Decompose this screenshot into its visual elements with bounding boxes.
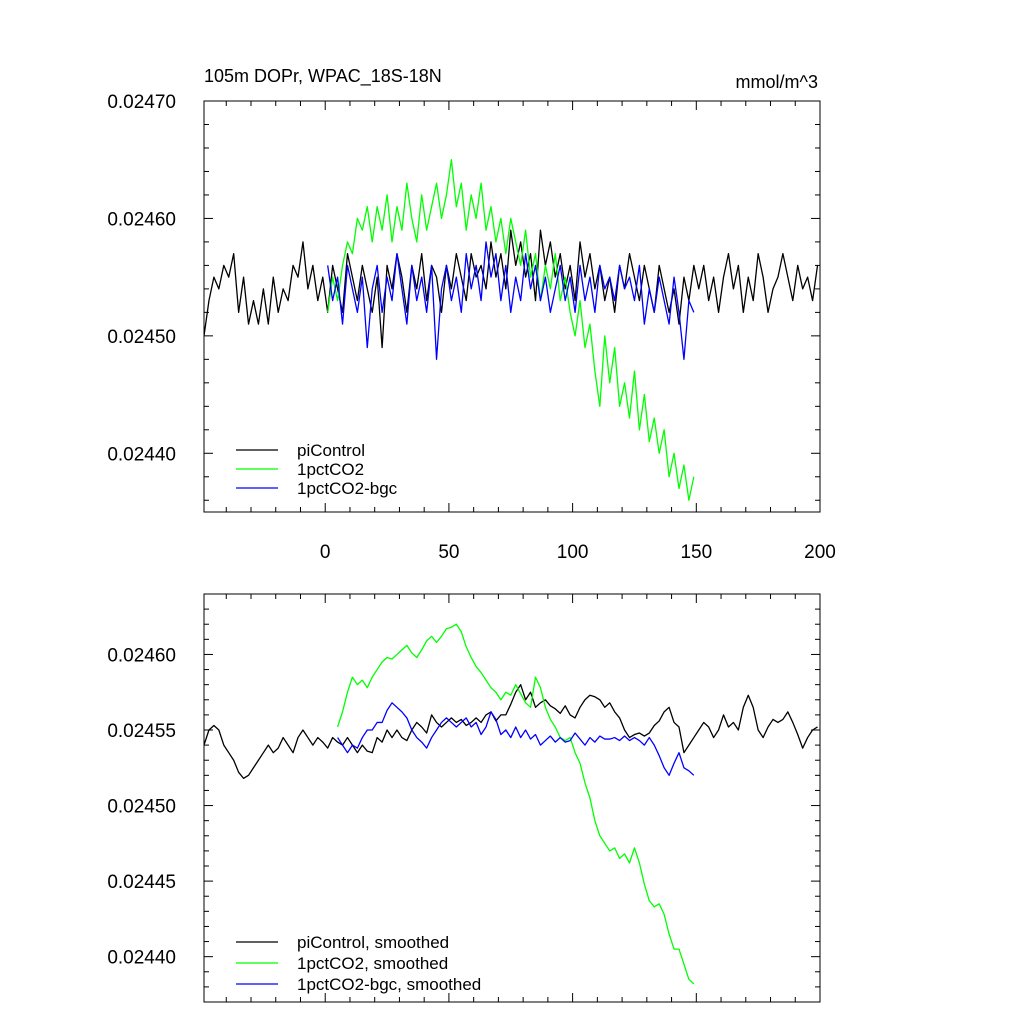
y-tick-label: 0.02440 [107, 444, 176, 465]
legend-label: 1pctCO2 [297, 460, 364, 479]
series-line-picontrol-smoothed [204, 684, 818, 780]
series-line-1pctco2-smoothed [336, 623, 695, 985]
legend-label: 1pctCO2-bgc, smoothed [297, 975, 481, 994]
bottom-panel: 0.02440 0.02445 0.02450 0.02455 0.02460 piCon… [107, 593, 821, 1003]
series-line-1pctco2-bgc [327, 241, 695, 360]
x-tick-label: 0 [320, 542, 331, 563]
y-tick-label: 0.02460 [107, 645, 176, 666]
top-panel: 0.02440 0.02450 0.02460 0.02470 0 50 100 150 200… [107, 92, 836, 563]
chart-title-left: 105m DOPr, WPAC_18S-18N [204, 66, 442, 87]
y-tick-label: 0.02440 [107, 948, 176, 969]
y-tick-label: 0.02455 [107, 721, 176, 742]
plot-frame [203, 593, 821, 1003]
x-tick-label: 50 [438, 542, 459, 563]
y-tick-label: 0.02450 [107, 327, 176, 348]
legend-label: 1pctCO2-bgc [297, 479, 398, 498]
series-line-1pctco2 [327, 159, 695, 501]
y-tick-label: 0.02445 [107, 872, 176, 893]
x-tick-label: 150 [680, 542, 712, 563]
units-label: mmol/m^3 [736, 72, 818, 92]
y-tick-label: 0.02460 [107, 209, 176, 230]
legend-label: piControl, smoothed [297, 933, 449, 952]
x-tick-label: 200 [804, 542, 836, 563]
legend-label: piControl [297, 441, 365, 460]
series-line-1pctco2-bgc-smoothed [337, 702, 695, 776]
y-tick-label: 0.02450 [107, 797, 176, 818]
plot-frame [203, 100, 821, 513]
series-line-picontrol [204, 229, 819, 349]
x-tick-label: 100 [557, 542, 589, 563]
legend-label: 1pctCO2, smoothed [297, 954, 448, 973]
y-tick-label: 0.02470 [107, 92, 176, 113]
